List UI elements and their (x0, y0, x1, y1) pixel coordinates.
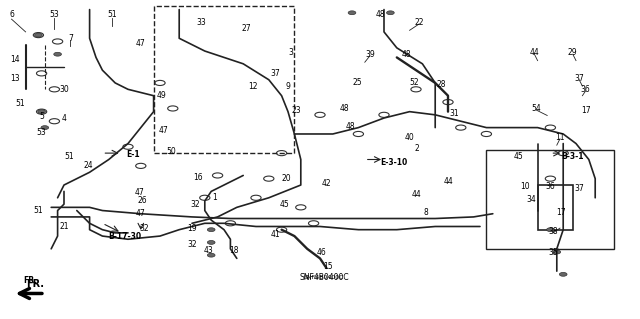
Bar (538, 185, 573, 230)
Text: 17: 17 (580, 106, 591, 115)
Text: 33: 33 (196, 18, 207, 27)
Text: 47: 47 (136, 209, 146, 218)
Text: 9: 9 (285, 82, 291, 91)
Text: 10: 10 (520, 182, 530, 191)
Text: 37: 37 (574, 74, 584, 83)
Text: 39: 39 (365, 50, 375, 59)
Text: 5: 5 (39, 112, 44, 121)
Text: 54: 54 (531, 104, 541, 113)
Text: 32: 32 (190, 200, 200, 209)
Circle shape (348, 11, 356, 15)
Circle shape (54, 52, 61, 56)
Text: 48: 48 (401, 50, 412, 59)
Text: 22: 22 (415, 18, 424, 27)
Text: 43: 43 (203, 246, 213, 255)
Text: B-3-1: B-3-1 (561, 152, 584, 161)
Text: 3: 3 (289, 48, 294, 57)
Text: 46: 46 (317, 248, 327, 256)
Text: 27: 27 (241, 24, 252, 33)
Text: 25: 25 (352, 78, 362, 87)
Text: 49: 49 (156, 91, 166, 100)
Text: 34: 34 (526, 195, 536, 204)
Circle shape (547, 228, 554, 232)
Circle shape (207, 228, 215, 232)
Circle shape (41, 126, 49, 130)
Text: 12: 12 (248, 82, 257, 91)
Text: 52: 52 (409, 78, 419, 87)
Text: 17: 17 (556, 208, 566, 217)
Text: B-17-30: B-17-30 (108, 232, 141, 241)
Text: 7: 7 (68, 34, 73, 43)
Text: 19: 19 (187, 224, 197, 233)
Text: 13: 13 (10, 74, 20, 83)
Circle shape (559, 272, 567, 276)
Text: 47: 47 (136, 39, 146, 48)
Text: 36: 36 (580, 85, 591, 94)
Text: 23: 23 (291, 106, 301, 115)
Circle shape (553, 250, 561, 254)
Circle shape (38, 110, 45, 114)
Text: 21: 21 (60, 222, 68, 231)
Circle shape (207, 241, 215, 244)
Text: E-1: E-1 (126, 150, 140, 159)
Text: E-3-10: E-3-10 (380, 158, 407, 167)
Text: 51: 51 (33, 206, 44, 215)
Text: 51: 51 (15, 99, 26, 108)
Text: 32: 32 (187, 240, 197, 249)
Text: 48: 48 (346, 122, 356, 130)
Text: 35: 35 (548, 248, 558, 256)
Text: SNF4B0400C: SNF4B0400C (299, 273, 349, 282)
Text: 50: 50 (166, 147, 177, 156)
Circle shape (387, 11, 394, 15)
Text: 36: 36 (545, 182, 556, 191)
Text: 37: 37 (270, 69, 280, 78)
Text: 24: 24 (83, 161, 93, 170)
Text: 37: 37 (574, 184, 584, 193)
Text: FR.: FR. (24, 276, 38, 285)
Text: 20: 20 (281, 174, 291, 183)
Text: 4: 4 (61, 114, 67, 122)
Text: 31: 31 (449, 109, 460, 118)
Text: 38: 38 (548, 227, 558, 236)
Bar (154, 6, 294, 153)
Text: 47: 47 (158, 126, 168, 135)
Text: 48: 48 (339, 104, 349, 113)
Text: 53: 53 (49, 10, 60, 19)
Text: 45: 45 (280, 200, 290, 209)
Text: 44: 44 (411, 190, 421, 199)
Text: 44: 44 (529, 48, 540, 57)
Text: 14: 14 (10, 55, 20, 63)
Circle shape (207, 253, 215, 257)
Text: 40: 40 (404, 133, 415, 142)
Text: 42: 42 (321, 179, 332, 188)
Text: 2: 2 (415, 144, 420, 153)
Text: SNF4B0400C: SNF4B0400C (303, 275, 344, 280)
Bar (486, 150, 614, 249)
Text: 11: 11 (556, 133, 564, 142)
Text: 6: 6 (9, 10, 14, 19)
Text: 51: 51 (64, 152, 74, 161)
Text: 41: 41 (270, 230, 280, 239)
Text: 53: 53 (36, 128, 47, 137)
Text: 16: 16 (193, 173, 204, 182)
Text: 32: 32 (140, 224, 150, 233)
Text: 18: 18 (229, 246, 238, 255)
Text: 45: 45 (513, 152, 524, 161)
Text: 8: 8 (424, 208, 429, 217)
Text: 51: 51 (107, 10, 117, 19)
Text: FR.: FR. (26, 279, 44, 289)
Text: 28: 28 (437, 80, 446, 89)
Text: 47: 47 (134, 189, 145, 197)
Text: 1: 1 (212, 193, 217, 202)
Text: 44: 44 (443, 177, 453, 186)
Circle shape (35, 33, 42, 37)
Text: 15: 15 (323, 262, 333, 271)
Text: 26: 26 (137, 197, 147, 205)
Text: 29: 29 (568, 48, 578, 57)
Text: 30: 30 (59, 85, 69, 94)
Text: 48: 48 (376, 10, 386, 19)
